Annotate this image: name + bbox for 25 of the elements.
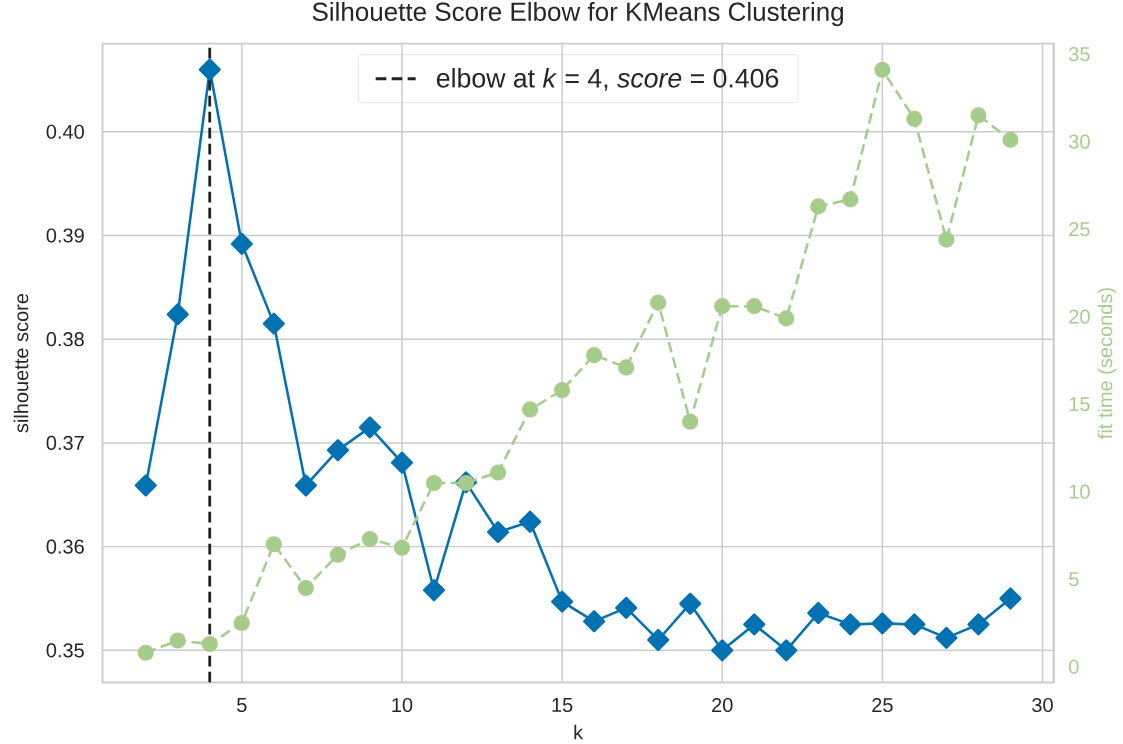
y-tick-label: 0.39	[46, 228, 84, 243]
x-axis-title: k	[574, 724, 584, 740]
y-tick-label: 0.36	[46, 539, 84, 554]
y2-tick-label: 20	[1069, 309, 1090, 324]
chart-title: Silhouette Score Elbow for KMeans Clustering	[312, 1, 843, 27]
y2-tick-label: 30	[1069, 134, 1090, 149]
y2-tick-label: 10	[1069, 484, 1090, 499]
x-tick-label: 5	[237, 698, 247, 712]
y-tick-label: 0.38	[46, 332, 84, 347]
y2-tick-label: 15	[1069, 397, 1090, 412]
y2-axis-title: fit time (seconds)	[1097, 288, 1117, 439]
y-axis-title: silhouette score	[13, 293, 29, 433]
y2-tick-label: 25	[1069, 222, 1090, 237]
y-tick-label: 0.35	[46, 643, 84, 658]
x-tick-label: 10	[392, 697, 413, 713]
y2-tick-label: 5	[1069, 572, 1079, 587]
x-tick-label: 30	[1032, 697, 1053, 713]
x-tick-label: 15	[552, 698, 573, 712]
ref-line-label: elbow at k = 4, score = 0.406	[436, 68, 779, 91]
x-tick-label: 25	[872, 697, 893, 713]
y-tick-label: 0.37	[46, 435, 84, 450]
x-tick-label: 20	[712, 697, 733, 713]
y2-tick-label: 0	[1069, 659, 1079, 674]
y2-tick-label: 35	[1069, 47, 1090, 62]
y-tick-label: 0.40	[46, 124, 84, 139]
